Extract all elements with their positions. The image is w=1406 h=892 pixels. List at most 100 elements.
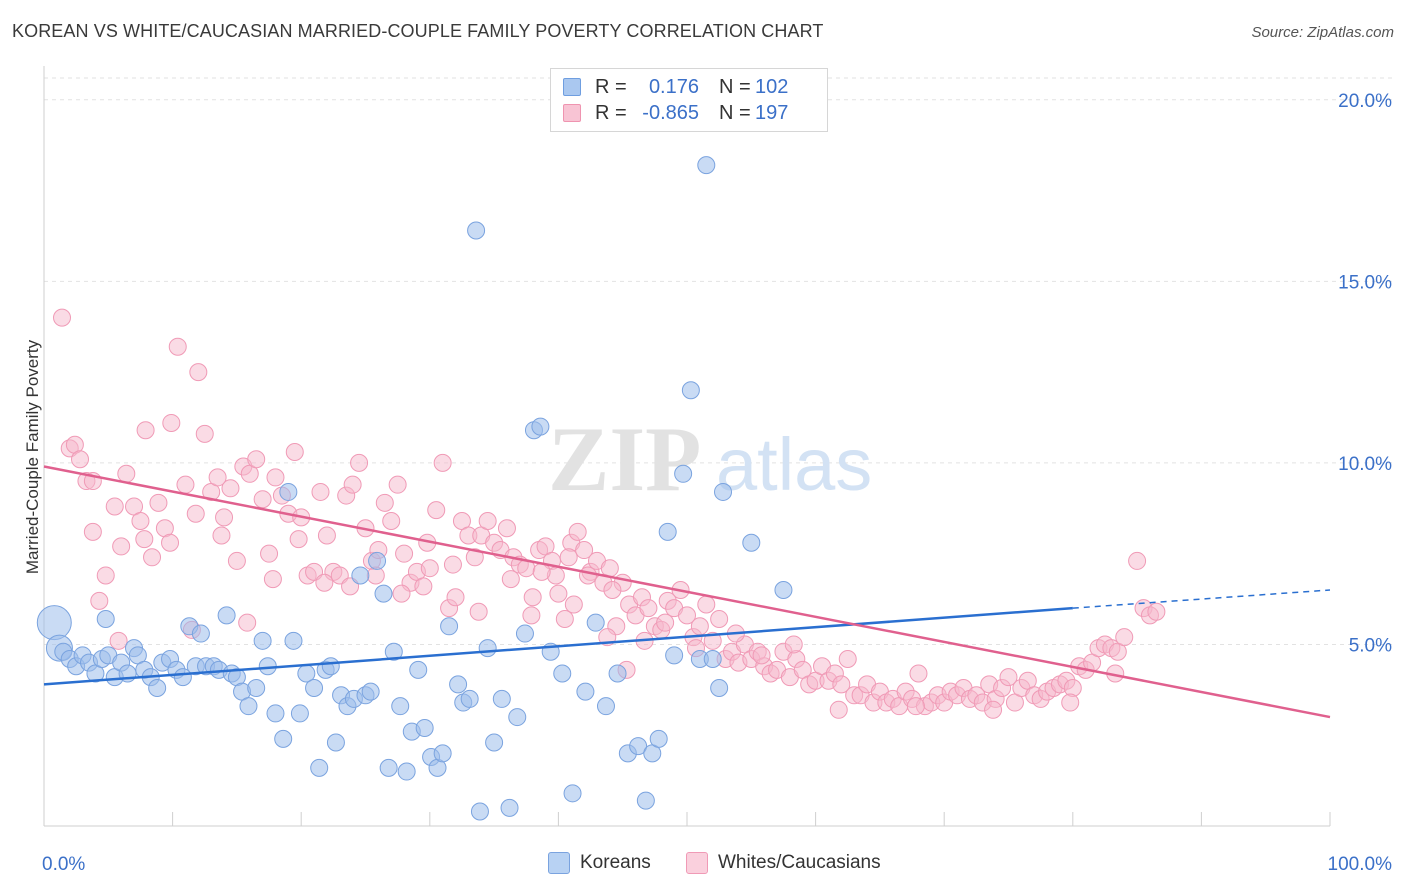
- data-point-whites: [311, 482, 330, 501]
- data-point-koreans: [508, 708, 527, 727]
- data-point-koreans: [148, 679, 167, 698]
- data-point-whites: [247, 450, 266, 469]
- data-point-koreans: [440, 617, 459, 636]
- data-point-koreans: [279, 482, 298, 501]
- legend-swatch-koreans: [548, 852, 570, 874]
- data-point-whites: [112, 537, 131, 556]
- data-point-whites: [195, 424, 214, 443]
- data-point-koreans: [478, 639, 497, 658]
- data-point-koreans: [703, 649, 722, 668]
- tick-labels: 5.0% 10.0% 15.0% 20.0% 0.0% 100.0%: [42, 91, 1392, 875]
- watermark-atlas: atlas: [716, 423, 872, 506]
- data-point-koreans: [384, 642, 403, 661]
- trend-line-whites: [43, 465, 1331, 719]
- data-point-whites: [522, 606, 541, 625]
- data-point-koreans: [284, 631, 303, 650]
- watermark: ZIP atlas: [548, 408, 872, 510]
- data-point-koreans: [379, 758, 398, 777]
- data-point-whites: [131, 511, 150, 530]
- data-point-whites: [263, 570, 282, 589]
- legend-swatch-koreans: [563, 78, 581, 96]
- data-point-koreans: [310, 758, 329, 777]
- y-tick-label: 20.0%: [1338, 91, 1392, 112]
- data-point-whites: [392, 584, 411, 603]
- data-point-whites: [465, 548, 484, 567]
- legend-item-whites[interactable]: Whites/Caucasians: [686, 852, 881, 874]
- data-point-whites: [1128, 551, 1147, 570]
- data-point-whites: [690, 617, 709, 636]
- data-point-whites: [83, 522, 102, 541]
- data-point-whites: [189, 363, 208, 382]
- data-point-whites: [600, 559, 619, 578]
- data-point-koreans: [217, 606, 236, 625]
- data-point-whites: [135, 530, 154, 549]
- data-point-koreans: [500, 798, 519, 817]
- data-point-whites: [603, 580, 622, 599]
- data-point-whites: [984, 700, 1003, 719]
- legend-r-value: -0.865: [642, 101, 699, 124]
- legend-row-koreans: R = 0.176 N = 102: [563, 75, 788, 99]
- y-tick-label: 15.0%: [1338, 272, 1392, 293]
- legend-item-koreans[interactable]: Koreans: [548, 852, 651, 874]
- legend-label-whites: Whites/Caucasians: [718, 852, 881, 873]
- chart-source: Source: ZipAtlas.com: [1251, 24, 1394, 41]
- data-point-koreans: [391, 697, 410, 716]
- data-point-koreans: [681, 381, 700, 400]
- data-point-whites: [578, 566, 597, 585]
- data-point-whites: [559, 548, 578, 567]
- data-point-whites: [469, 602, 488, 621]
- series-koreans-points: [36, 156, 793, 821]
- data-point-whites: [260, 544, 279, 563]
- data-point-koreans: [531, 417, 550, 436]
- data-point-whites: [832, 675, 851, 694]
- data-point-koreans: [774, 580, 793, 599]
- data-point-whites: [285, 443, 304, 461]
- data-point-koreans: [415, 718, 434, 737]
- legend-n-label: N =: [719, 75, 751, 98]
- data-point-koreans: [361, 682, 380, 701]
- data-point-whites: [266, 468, 285, 487]
- data-point-whites: [549, 584, 568, 603]
- data-point-koreans: [321, 657, 340, 676]
- data-point-whites: [176, 475, 195, 494]
- data-point-whites: [212, 526, 231, 545]
- data-point-whites: [999, 668, 1018, 687]
- x-tick-label: 100.0%: [1328, 854, 1393, 875]
- data-point-whites: [162, 413, 181, 432]
- data-point-whites: [752, 646, 771, 665]
- data-point-whites: [109, 631, 128, 650]
- data-point-koreans: [290, 704, 309, 723]
- data-point-koreans: [710, 679, 729, 698]
- data-point-koreans: [247, 679, 266, 698]
- data-point-koreans: [96, 610, 115, 629]
- legend-r-label: R =: [595, 75, 627, 98]
- data-point-whites: [317, 526, 336, 545]
- data-point-koreans: [636, 791, 655, 810]
- y-tick-label: 5.0%: [1349, 635, 1392, 656]
- data-point-koreans: [368, 551, 387, 570]
- legend-n-label: N =: [719, 101, 751, 124]
- data-point-whites: [238, 613, 257, 632]
- data-point-whites: [395, 544, 414, 563]
- data-point-koreans: [576, 682, 595, 701]
- legend-n-value: 102: [755, 75, 789, 98]
- data-point-whites: [1115, 628, 1134, 647]
- data-point-koreans: [714, 482, 733, 501]
- data-point-whites: [53, 308, 72, 327]
- data-point-whites: [253, 490, 272, 509]
- data-point-whites: [227, 551, 246, 570]
- data-point-koreans: [665, 646, 684, 665]
- data-point-whites: [478, 511, 497, 530]
- data-point-whites: [71, 450, 90, 469]
- data-point-koreans: [467, 221, 486, 240]
- data-point-whites: [375, 493, 394, 512]
- data-point-whites: [382, 511, 401, 530]
- series-whites-points: [53, 308, 1166, 719]
- data-point-koreans: [563, 784, 582, 803]
- data-point-whites: [143, 548, 162, 567]
- data-point-koreans: [351, 566, 370, 585]
- data-point-whites: [420, 559, 439, 578]
- data-point-koreans: [433, 744, 452, 763]
- data-point-whites: [501, 570, 520, 589]
- data-point-whites: [427, 501, 446, 520]
